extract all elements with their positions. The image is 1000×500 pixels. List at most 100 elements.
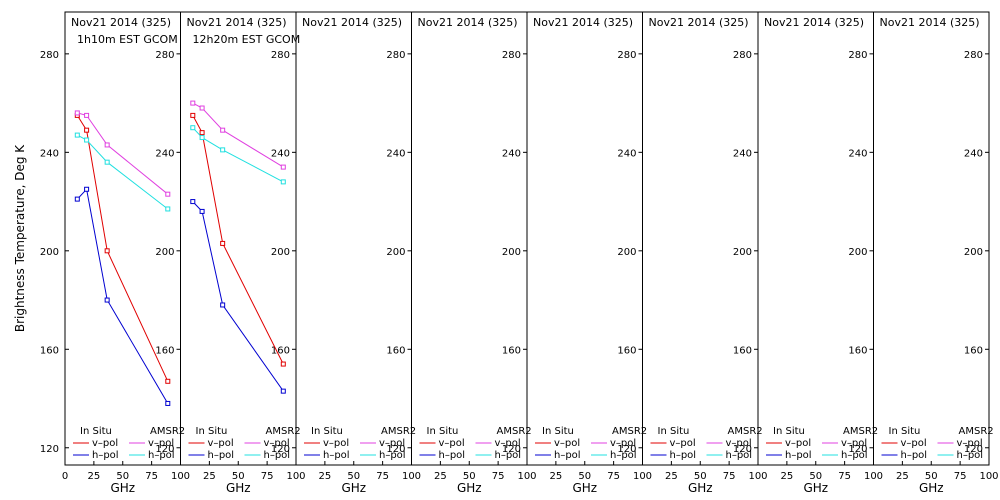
panel-2-ytick-label: 200 xyxy=(271,247,290,258)
panel-7-xtick-label: 75 xyxy=(838,471,851,482)
panel-5-legend-amsr2-h-label: h–pol xyxy=(610,450,637,461)
panel-6-legend-amsr2-header: AMSR2 xyxy=(728,426,763,437)
panel-2-legend-amsr2-header: AMSR2 xyxy=(266,426,301,437)
panel-5-legend-in-situ-h-label: h–pol xyxy=(554,450,581,461)
panel-2-series-amsr2-h-pol-point xyxy=(280,179,286,185)
panel-2-xtick-label: 75 xyxy=(261,471,274,482)
panel-1-series-amsr2-v-pol-point xyxy=(74,110,80,116)
panel-8-legend-amsr2-header: AMSR2 xyxy=(959,426,994,437)
panel-6-xtick-label: 50 xyxy=(694,471,707,482)
panel-7-ytick-label: 280 xyxy=(848,50,867,61)
panel-4-legend-amsr2-h-label: h–pol xyxy=(495,450,522,461)
panel-7-xtick-label: 25 xyxy=(781,471,794,482)
panel-8-legend-amsr2-v-label: v–pol xyxy=(957,438,983,449)
panel-3-xtick-label: 50 xyxy=(347,471,360,482)
panel-7-ytick-label: 240 xyxy=(848,148,867,159)
panel-7-legend-in-situ-h-label: h–pol xyxy=(785,450,812,461)
panel-5-ytick-label: 280 xyxy=(617,50,636,61)
panel-1-legend-in-situ-h-label: h–pol xyxy=(92,450,119,461)
panel-3-x-axis-label: GHz xyxy=(341,481,366,495)
panel-1-xtick-label: 75 xyxy=(145,471,158,482)
panel-1-x-axis-label: GHz xyxy=(110,481,135,495)
panel-2-series-in-situ-h-pol-point xyxy=(280,388,286,394)
panel-1-ytick-label: 200 xyxy=(155,247,174,258)
panel-4-xtick-label: 100 xyxy=(517,471,536,482)
panel-4-legend-in-situ-header: In Situ xyxy=(427,426,459,437)
panel-5-ytick-label: 120 xyxy=(617,444,636,455)
panel-2-legend-in-situ-header: In Situ xyxy=(196,426,228,437)
panel-6-legend-in-situ-header: In Situ xyxy=(658,426,690,437)
panel-5-title: Nov21 2014 (325) xyxy=(533,16,633,29)
panel-7-xtick-label: 100 xyxy=(864,471,883,482)
panel-1-series-in-situ-h-pol-point xyxy=(74,196,80,202)
panel-7-legend-in-situ-v-label: v–pol xyxy=(785,438,811,449)
panel-1-frame xyxy=(64,11,181,466)
panel-5-ytick-label: 200 xyxy=(617,247,636,258)
panel-6-ytick-label: 280 xyxy=(733,50,752,61)
panel-3-legend-in-situ-header: In Situ xyxy=(311,426,343,437)
panel-1-series-amsr2-h-pol-point xyxy=(104,159,110,165)
panel-6-ytick-label: 200 xyxy=(733,247,752,258)
panel-3-legend-in-situ-h-label: h–pol xyxy=(323,450,350,461)
panel-6-legend-amsr2-h-label: h–pol xyxy=(726,450,753,461)
panel-1-series-amsr2-h-pol-point xyxy=(84,137,90,143)
panel-2-series-in-situ-h-pol-point xyxy=(220,302,226,308)
panel-1-series-amsr2-v-pol-line xyxy=(77,112,169,195)
panel-8-legend-in-situ-h-label: h–pol xyxy=(901,450,928,461)
left-ytick-label: 240 xyxy=(40,148,59,159)
panel-1-subtitle: 1h10m EST GCOM xyxy=(77,33,178,46)
panel-6-xtick-label: 75 xyxy=(723,471,736,482)
panel-6-xtick-label: 25 xyxy=(665,471,678,482)
panel-7-frame xyxy=(757,11,874,466)
panel-1-series-in-situ-h-pol-point xyxy=(84,186,90,192)
panel-2-series-amsr2-v-pol-point xyxy=(199,105,205,111)
panel-1-ytick-label: 280 xyxy=(155,50,174,61)
panel-8-ytick-label: 240 xyxy=(964,148,983,159)
panel-1-series-in-situ-v-pol-point xyxy=(165,378,171,384)
panel-1-series-amsr2-v-pol-point xyxy=(165,191,171,197)
panel-8-x-axis-label: GHz xyxy=(919,481,944,495)
panel-8-legend-amsr2-h-label: h–pol xyxy=(957,450,984,461)
panel-4-xtick-label: 75 xyxy=(492,471,505,482)
panel-8-frame xyxy=(873,11,990,466)
panel-4-ytick-label: 240 xyxy=(502,148,521,159)
panel-2-series-amsr2-v-pol-line xyxy=(192,102,284,168)
panel-7-title: Nov21 2014 (325) xyxy=(764,16,864,29)
panel-6-xtick-label: 100 xyxy=(748,471,767,482)
panel-2-ytick-label: 280 xyxy=(271,50,290,61)
panel-6-frame xyxy=(642,11,759,466)
panel-1-xtick-label: 0 xyxy=(62,471,68,482)
panel-8-legend-in-situ-v-label: v–pol xyxy=(901,438,927,449)
panel-1-legend-amsr2-v-label: v–pol xyxy=(148,438,174,449)
panel-3-xtick-label: 75 xyxy=(376,471,389,482)
panel-2-series-amsr2-h-pol-point xyxy=(199,135,205,141)
panel-2-series-amsr2-v-pol-point xyxy=(220,127,226,133)
panel-3-legend-in-situ-v-label: v–pol xyxy=(323,438,349,449)
panel-4-xtick-label: 50 xyxy=(463,471,476,482)
panel-1-series-amsr2-v-pol-point xyxy=(104,142,110,148)
panel-2-series-in-situ-h-pol-line xyxy=(192,201,284,392)
panel-4-title: Nov21 2014 (325) xyxy=(418,16,518,29)
panel-1-legend-amsr2-header: AMSR2 xyxy=(150,426,185,437)
panel-2-series-amsr2-v-pol-point xyxy=(280,164,286,170)
panel-3-xtick-label: 25 xyxy=(319,471,332,482)
left-ytick-label: 160 xyxy=(40,345,59,356)
panel-5-frame xyxy=(526,11,643,466)
panel-6-ytick-label: 120 xyxy=(733,444,752,455)
panel-4-legend-amsr2-header: AMSR2 xyxy=(497,426,532,437)
panel-5-xtick-label: 75 xyxy=(607,471,620,482)
panel-2-xtick-label: 25 xyxy=(203,471,216,482)
panel-1-legend-amsr2-h-label: h–pol xyxy=(148,450,175,461)
panel-5-legend-amsr2-v-label: v–pol xyxy=(610,438,636,449)
panel-6-x-axis-label: GHz xyxy=(688,481,713,495)
panel-8-ytick-label: 120 xyxy=(964,444,983,455)
panel-2-series-in-situ-v-pol-line xyxy=(192,115,284,365)
panel-2-subtitle: 12h20m EST GCOM xyxy=(193,33,301,46)
panel-8-legend-in-situ-header: In Situ xyxy=(889,426,921,437)
panel-8-ytick-label: 280 xyxy=(964,50,983,61)
panel-2-frame xyxy=(180,11,297,466)
panel-1-series-in-situ-h-pol-point xyxy=(104,297,110,303)
panel-4-legend-in-situ-h-label: h–pol xyxy=(439,450,466,461)
